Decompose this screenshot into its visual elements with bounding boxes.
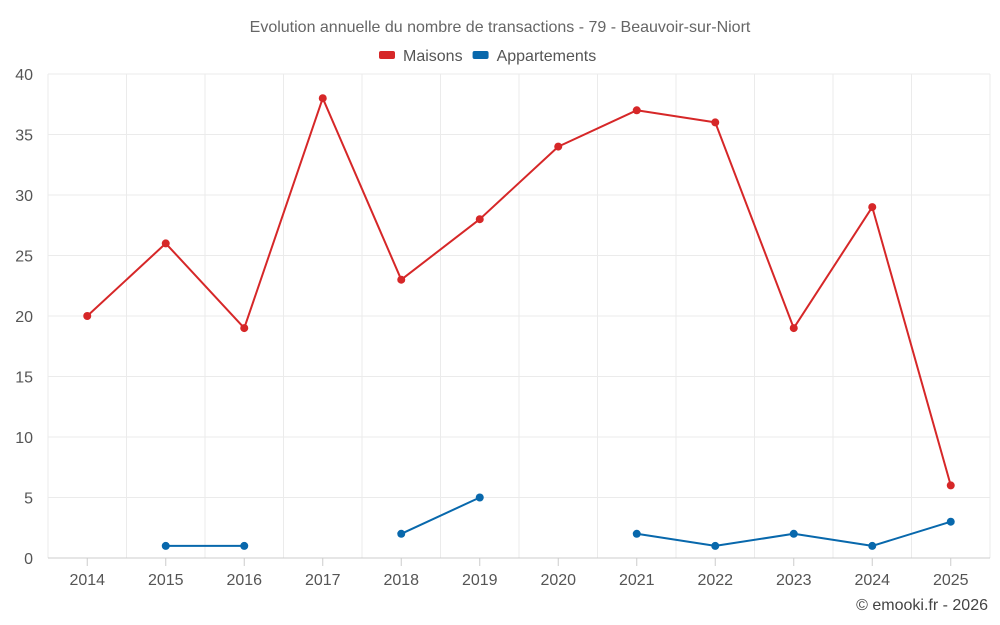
data-point-appartements-2021[interactable] [632, 529, 641, 538]
legend-label: Appartements [497, 48, 597, 65]
y-tick-label: 35 [15, 128, 33, 145]
data-point-maisons-2022[interactable] [711, 118, 720, 127]
x-tick-label: 2017 [305, 572, 341, 589]
data-point-maisons-2014[interactable] [83, 312, 92, 320]
series-appartements [161, 493, 955, 550]
x-tick-label: 2019 [462, 572, 498, 589]
data-point-maisons-2015[interactable] [161, 239, 170, 248]
y-tick-label: 0 [24, 551, 33, 568]
x-tick-label: 2024 [854, 572, 890, 589]
legend-swatch [379, 51, 395, 59]
legend-item-maisons[interactable]: Maisons [379, 48, 463, 65]
data-point-maisons-2020[interactable] [554, 142, 563, 151]
grid-lines [47, 73, 991, 558]
series-layer [83, 94, 955, 550]
y-tick-label: 20 [15, 309, 33, 326]
series-line-appartements [400, 496, 481, 535]
credit-text: © emooki.fr - 2026 [856, 597, 988, 614]
data-point-appartements-2022[interactable] [711, 541, 720, 550]
legend: Maisons Appartements [379, 48, 596, 65]
x-tick-label: 2022 [697, 572, 733, 589]
y-tick-label: 15 [15, 370, 33, 387]
legend-label: Maisons [403, 48, 463, 65]
data-point-appartements-2023[interactable] [789, 529, 798, 538]
x-tick-label: 2020 [540, 572, 576, 589]
data-point-appartements-2016[interactable] [240, 541, 249, 550]
y-tick-label: 30 [15, 188, 33, 205]
data-point-appartements-2015[interactable] [161, 541, 170, 550]
x-tick-label: 2016 [226, 572, 262, 589]
x-tick-label: 2025 [933, 572, 969, 589]
series-maisons [83, 94, 955, 490]
y-tick-label: 10 [15, 430, 33, 447]
x-tick-label: 2015 [148, 572, 184, 589]
y-tick-label: 25 [15, 249, 33, 266]
chart-title: Evolution annuelle du nombre de transact… [250, 19, 751, 36]
data-point-maisons-2018[interactable] [397, 275, 406, 284]
legend-item-appartements[interactable]: Appartements [472, 48, 597, 65]
x-tick-label: 2023 [776, 572, 812, 589]
x-tick-label: 2018 [383, 572, 419, 589]
data-point-appartements-2018[interactable] [397, 529, 406, 538]
y-tick-label: 40 [15, 67, 33, 84]
data-point-maisons-2025[interactable] [946, 481, 955, 490]
data-point-appartements-2024[interactable] [868, 541, 877, 550]
y-tick-label: 5 [24, 491, 33, 508]
series-line-maisons [86, 97, 952, 486]
data-point-maisons-2023[interactable] [789, 324, 798, 333]
data-point-maisons-2024[interactable] [868, 203, 877, 212]
data-point-maisons-2019[interactable] [475, 215, 484, 224]
x-tick-label: 2021 [619, 572, 655, 589]
data-point-maisons-2021[interactable] [632, 106, 641, 115]
data-point-maisons-2016[interactable] [240, 324, 249, 333]
x-tick-label: 2014 [69, 572, 105, 589]
data-point-appartements-2019[interactable] [475, 493, 484, 502]
legend-swatch [472, 51, 489, 59]
data-point-appartements-2025[interactable] [946, 517, 955, 526]
data-point-maisons-2017[interactable] [318, 94, 327, 103]
